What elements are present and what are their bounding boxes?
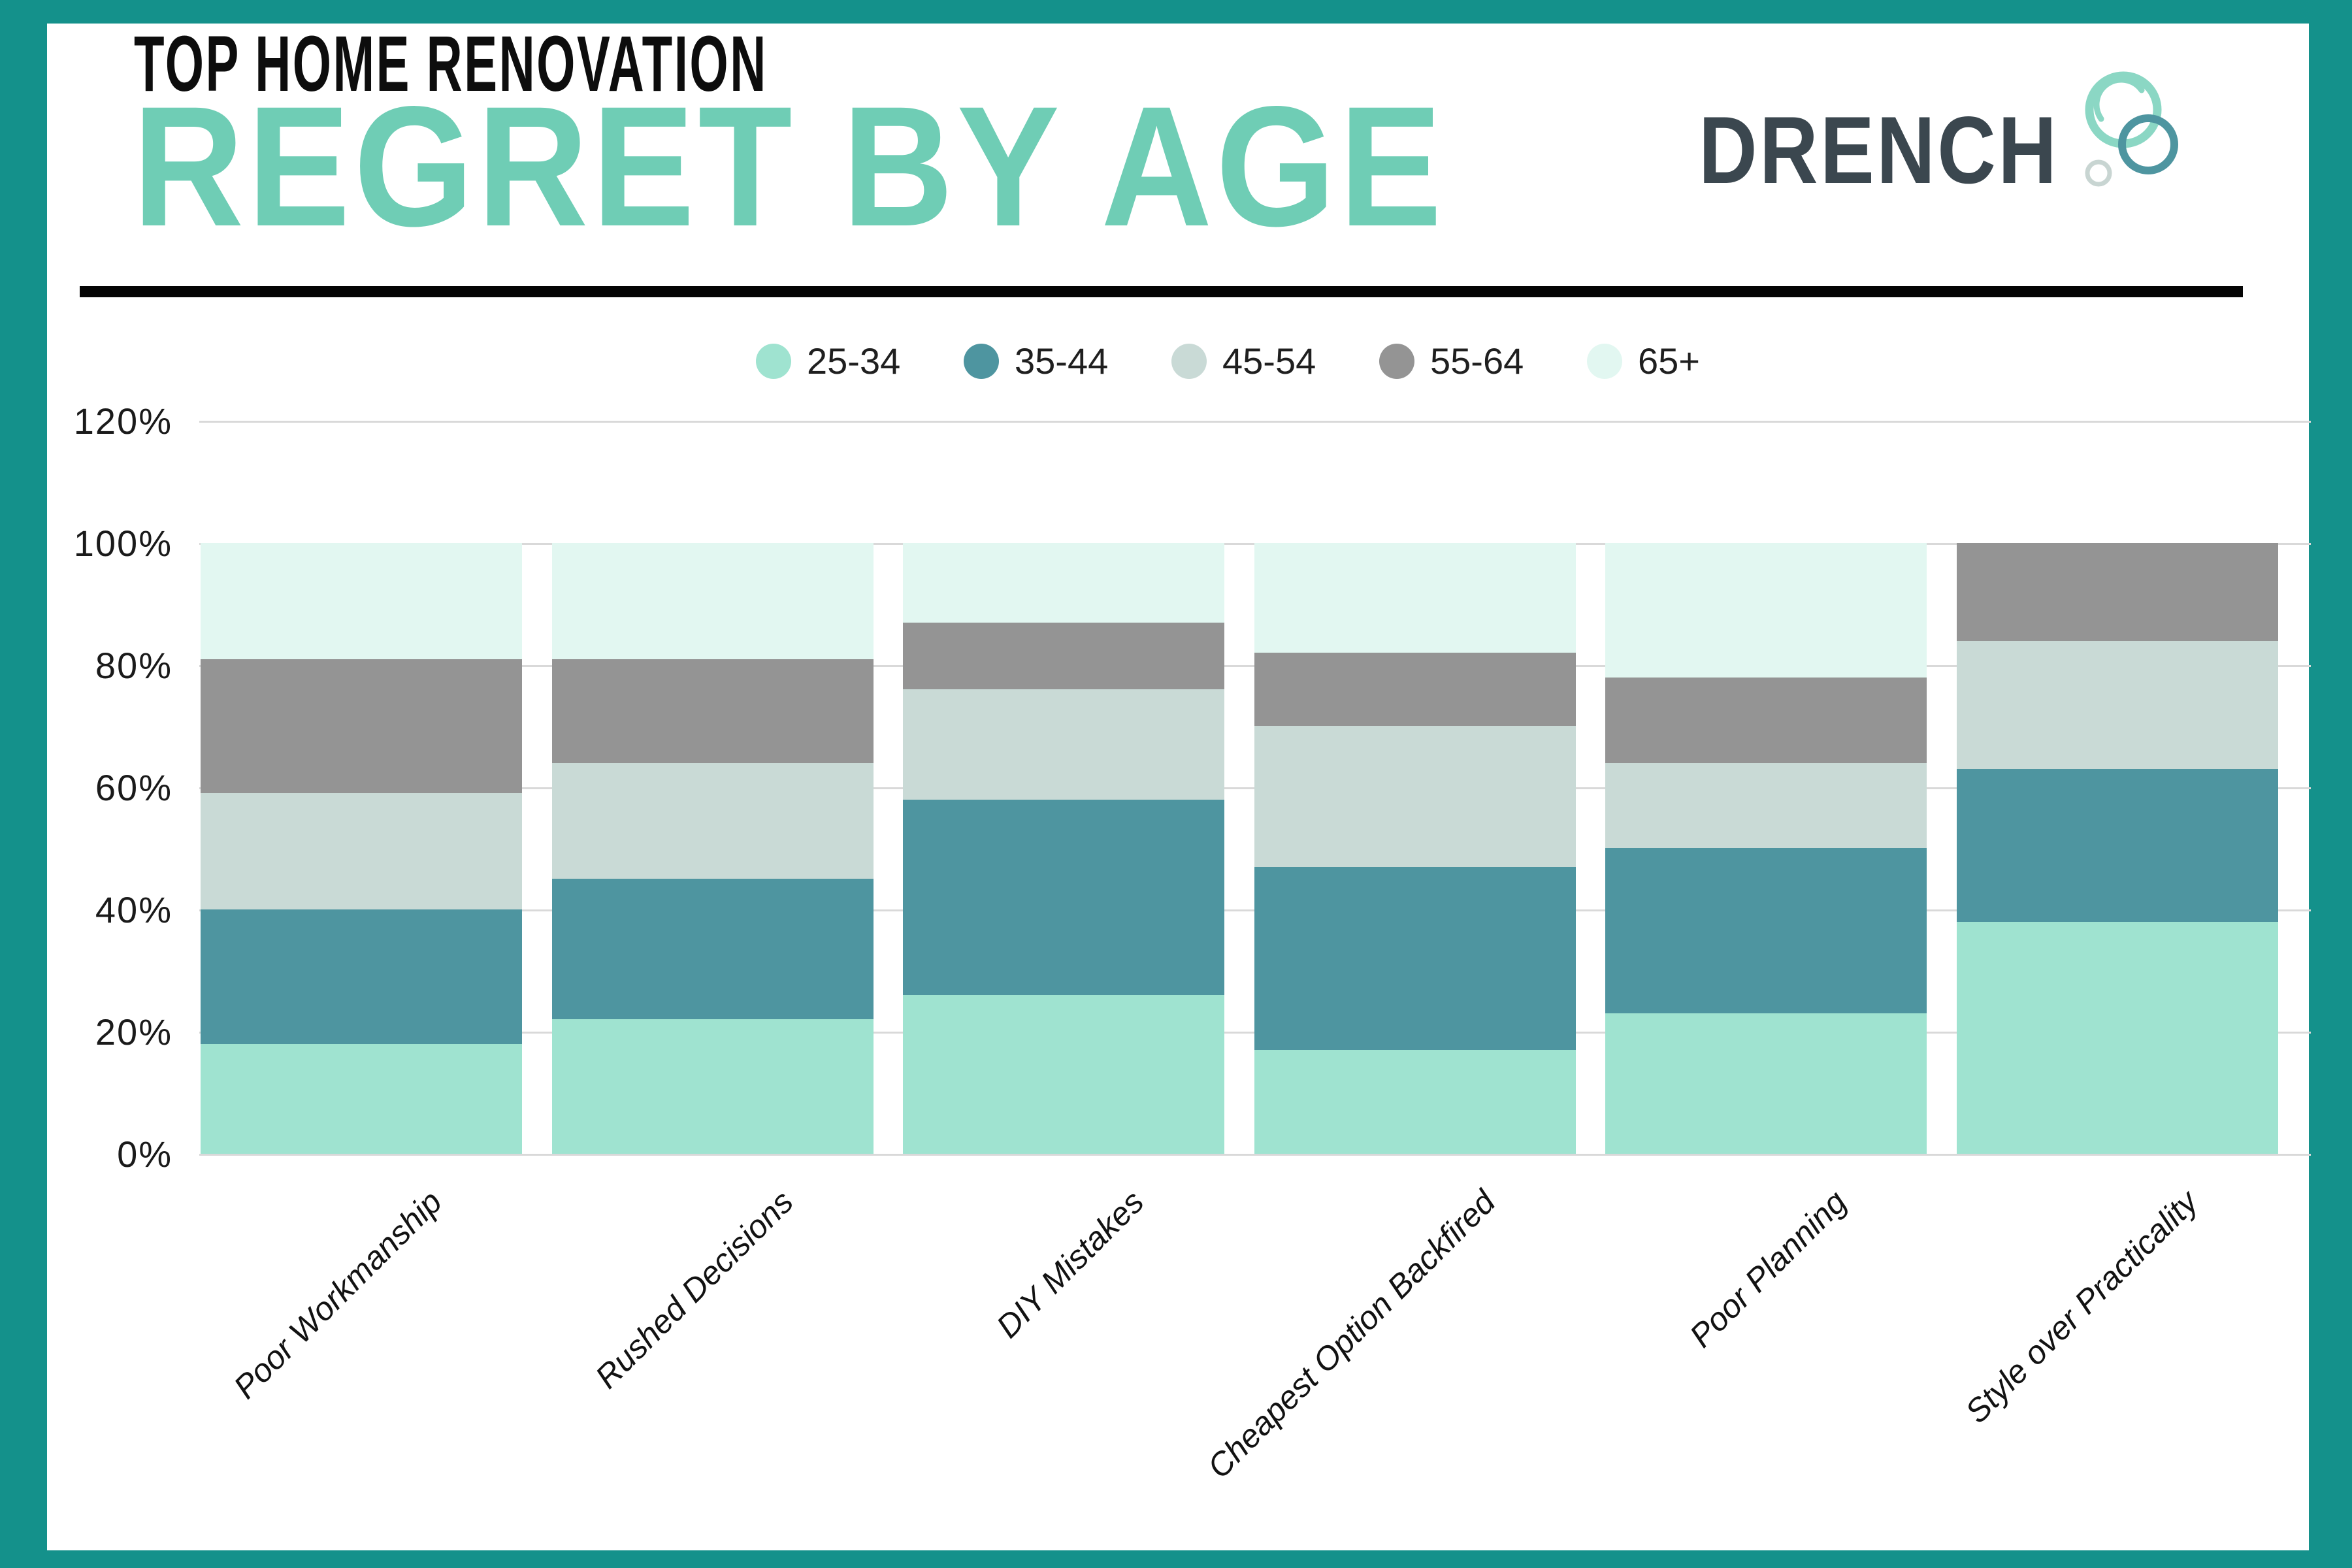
logo-bubble-small (2085, 159, 2112, 187)
gridline-120% (199, 421, 2311, 423)
legend-swatch-25-34 (756, 344, 791, 379)
legend-swatch-45-54 (1171, 344, 1207, 379)
drench-logo-text: DRENCH (1699, 97, 2059, 203)
chart-legend: 25-34 35-44 45-54 55-64 65+ (756, 340, 1795, 382)
legend-swatch-55-64 (1379, 344, 1414, 379)
bar-segment-25-34 (1956, 921, 2278, 1154)
legend-label: 45-54 (1222, 340, 1316, 382)
bar-segment-55-64 (1605, 677, 1927, 763)
y-axis-tick-label: 80% (95, 645, 172, 686)
bar-segment-65+ (201, 543, 522, 659)
bar-segment-25-34 (551, 1019, 874, 1154)
legend-item-25-34: 25-34 (756, 340, 964, 382)
bar-segment-45-54 (1605, 762, 1927, 849)
bar-segment-65+ (551, 543, 874, 659)
legend-label: 35-44 (1015, 340, 1109, 382)
gridline-0% (199, 1154, 2311, 1156)
bar-segment-35-44 (1254, 866, 1576, 1051)
bar-segment-55-64 (201, 659, 522, 794)
bar-segment-45-54 (1956, 640, 2278, 769)
y-axis-tick-label: 0% (117, 1134, 172, 1175)
bar-segment-35-44 (1605, 848, 1927, 1013)
header-divider (80, 286, 2243, 297)
bar-poor-workmanship (201, 543, 522, 1154)
bar-style-over-practicality (1956, 543, 2278, 1154)
legend-item-35-44: 35-44 (964, 340, 1171, 382)
page-title-line2: REGRET BY AGE (133, 71, 1446, 262)
y-axis-tick-label: 100% (73, 523, 172, 564)
bar-segment-65+ (1605, 543, 1927, 678)
y-axis-tick-label: 40% (95, 889, 172, 930)
y-axis-tick-label: 120% (73, 400, 172, 442)
bar-segment-25-34 (1605, 1013, 1927, 1154)
legend-item-45-54: 45-54 (1171, 340, 1379, 382)
page-title-line1: TOP HOME RENOVATION (134, 19, 768, 108)
bubbles-logo-icon (2085, 71, 2178, 187)
legend-item-65+: 65+ (1587, 340, 1795, 382)
bar-diy-mistakes (903, 543, 1224, 1154)
bar-segment-35-44 (1956, 768, 2278, 922)
bar-segment-55-64 (903, 622, 1224, 690)
bar-segment-65+ (1254, 543, 1576, 653)
bar-segment-45-54 (1254, 726, 1576, 867)
bar-segment-25-34 (903, 994, 1224, 1154)
bar-segment-35-44 (903, 799, 1224, 995)
legend-label: 25-34 (807, 340, 901, 382)
logo-bubble-medium (2118, 114, 2178, 174)
bar-segment-55-64 (551, 659, 874, 763)
bar-segment-45-54 (903, 689, 1224, 800)
bar-segment-55-64 (1254, 653, 1576, 727)
legend-swatch-65+ (1587, 344, 1622, 379)
legend-label: 65+ (1638, 340, 1700, 382)
bar-segment-45-54 (201, 793, 522, 909)
legend-item-55-64: 55-64 (1379, 340, 1587, 382)
bar-segment-55-64 (1956, 543, 2278, 641)
logo-bubble-highlight (2093, 76, 2145, 122)
bar-cheapest-option-backfired (1254, 543, 1576, 1154)
y-axis-tick-label: 60% (95, 767, 172, 808)
bar-segment-65+ (903, 543, 1224, 623)
legend-swatch-35-44 (964, 344, 999, 379)
bar-segment-35-44 (201, 909, 522, 1044)
bar-segment-25-34 (201, 1043, 522, 1154)
bar-segment-45-54 (551, 762, 874, 879)
legend-label: 55-64 (1430, 340, 1524, 382)
bar-segment-35-44 (551, 879, 874, 1020)
bar-segment-25-34 (1254, 1050, 1576, 1154)
y-axis-tick-label: 20% (95, 1011, 172, 1053)
bar-rushed-decisions (551, 543, 874, 1154)
bar-poor-planning (1605, 543, 1927, 1154)
